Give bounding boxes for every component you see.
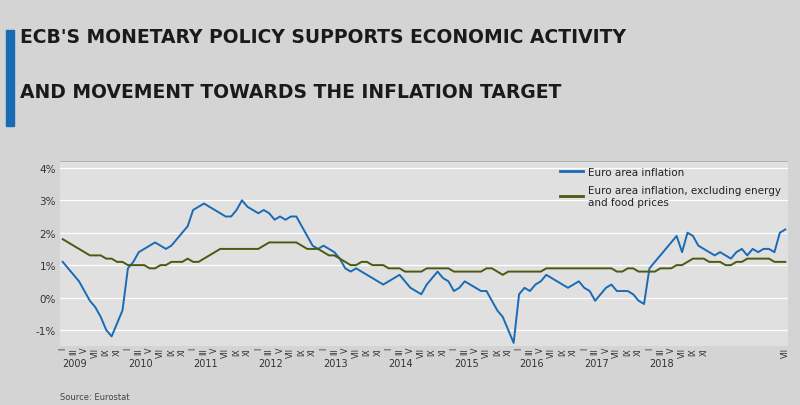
Text: 2011: 2011 (193, 358, 218, 369)
Text: 2017: 2017 (584, 358, 609, 369)
Bar (6, 31, 14, 126)
Text: 2016: 2016 (519, 358, 544, 369)
Text: ECB'S MONETARY POLICY SUPPORTS ECONOMIC ACTIVITY: ECB'S MONETARY POLICY SUPPORTS ECONOMIC … (20, 28, 626, 47)
Text: 2013: 2013 (323, 358, 348, 369)
Text: 2009: 2009 (62, 358, 87, 369)
Text: 2018: 2018 (650, 358, 674, 369)
Text: 2010: 2010 (128, 358, 153, 369)
Text: 2015: 2015 (454, 358, 478, 369)
Text: 2012: 2012 (258, 358, 283, 369)
Text: AND MOVEMENT TOWARDS THE INFLATION TARGET: AND MOVEMENT TOWARDS THE INFLATION TARGE… (20, 83, 562, 102)
Legend: Euro area inflation, Euro area inflation, excluding energy
and food prices: Euro area inflation, Euro area inflation… (555, 163, 785, 211)
Text: 2014: 2014 (389, 358, 414, 369)
Text: Source: Eurostat: Source: Eurostat (60, 392, 130, 401)
